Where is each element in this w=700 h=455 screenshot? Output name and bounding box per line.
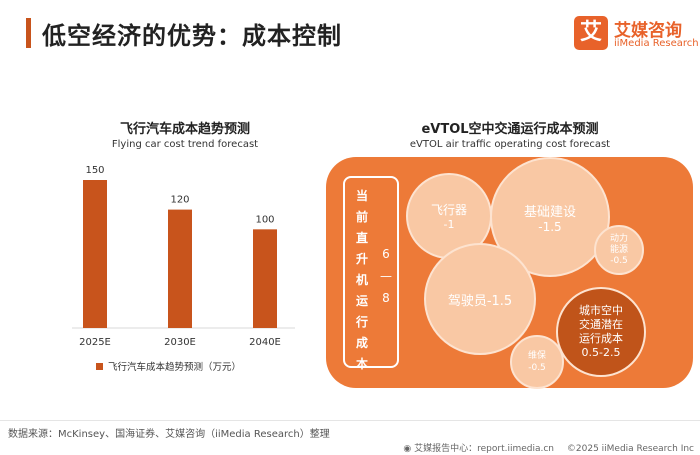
legend-label: 飞行汽车成本趋势预测（万元） [108,361,241,373]
bar-value-label: 150 [85,165,104,176]
footer-credits: ◉ 艾媒报告中心：report.iimedia.cn ©2025 iiMedia… [403,441,694,454]
bubble-pilot: 驾驶员-1.5 [424,243,536,355]
bubble-infra-value: -1.5 [538,219,562,234]
bar-2025E [83,180,107,328]
logo-mark-icon: 艾 [574,16,608,50]
logo-name-en: iiMedia Research [614,38,699,49]
bubble-uam-line-3: 运行成本 [579,332,623,345]
bar-value-label: 100 [255,214,274,225]
bubble-aircraft-name: 飞行器 [430,203,467,217]
bubble-chart-title: eVTOL空中交通运行成本预测 [421,122,599,137]
logo-name-cn: 艾媒咨询 [614,21,682,41]
report-center-link[interactable]: 艾媒报告中心：report.iimedia.cn [414,444,555,454]
bar-chart: 150 2025E 120 2030E 100 2040E 飞行汽车成本趋势预测（万元） [72,165,295,373]
bar-2030E [168,209,192,328]
title-accent-bar [26,18,31,48]
bubble-uam-line-2: 交通潜在 [579,318,623,331]
current-cost-range: 6—8 [380,247,392,305]
current-cost-label: 当前直升机运行成本 [355,189,368,371]
bubble-maintenance: 维保 -0.5 [510,335,564,389]
bubble-pilot-label: 驾驶员-1.5 [447,293,513,309]
bar-value-label: 120 [170,195,189,206]
bubble-energy-name-1: 动力 [609,233,628,244]
bubble-uam-potential: 城市空中 交通潜在 运行成本 0.5-2.5 [556,287,646,377]
footer-divider [0,420,700,421]
bar-2040E [253,229,277,328]
bubble-energy: 动力 能源 -0.5 [594,225,644,275]
evtol-cost-panel: 当前直升机运行成本 6—8 飞行器 -1 基础建设 -1.5 动力 能源 -0.… [326,157,693,389]
bubble-energy-name-2: 能源 [609,244,628,255]
bar-chart-subtitle: Flying car cost trend forecast [111,139,259,150]
report-center-icon: ◉ [403,444,415,454]
x-tick-label: 2040E [249,337,281,348]
bubble-uam-value: 0.5-2.5 [581,346,621,359]
bubble-aircraft-value: -1 [443,218,455,231]
bubble-uam-line-1: 城市空中 [579,304,623,317]
brand-logo: 艾 艾媒咨询 iiMedia Research [574,14,699,56]
data-source-note: 数据来源：McKinsey、国海证券、艾媒咨询（iiMedia Research… [8,429,330,440]
x-tick-label: 2025E [79,337,111,348]
legend-swatch [96,363,103,370]
x-tick-label: 2030E [164,337,196,348]
copyright-text: ©2025 iiMedia Research Inc [566,444,694,454]
page-title: 低空经济的优势：成本控制 [42,22,342,50]
bubble-energy-value: -0.5 [610,255,628,266]
bubble-infra-name: 基础建设 [523,204,576,220]
bubble-maint-name: 维保 [527,351,546,361]
bubble-maint-value: -0.5 [528,363,546,373]
bubble-chart-subtitle: eVTOL air traffic operating cost forecas… [409,139,611,150]
bar-chart-title: 飞行汽车成本趋势预测 [119,122,250,137]
current-cost-box: 当前直升机运行成本 6—8 [343,176,399,371]
